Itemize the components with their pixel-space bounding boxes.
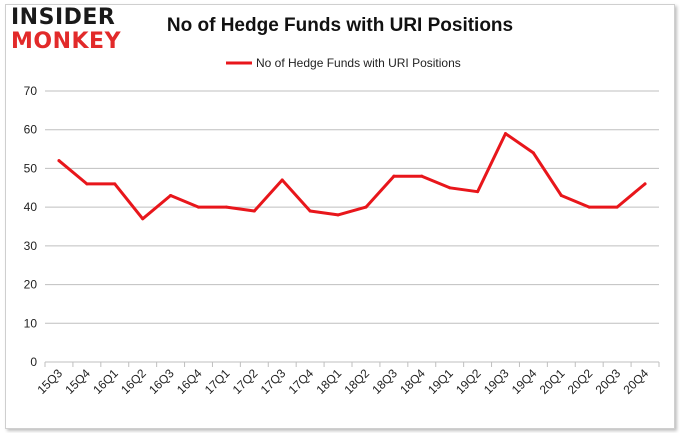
data-point xyxy=(420,174,424,178)
y-tick-label: 30 xyxy=(24,239,38,253)
data-point xyxy=(643,182,647,186)
data-point xyxy=(113,182,117,186)
x-tick-label: 16Q3 xyxy=(146,366,177,397)
y-axis: 0 10 20 30 40 50 60 70 xyxy=(24,84,38,369)
y-tick-label: 10 xyxy=(24,316,38,330)
data-point xyxy=(224,205,228,209)
x-tick-label: 15Q3 xyxy=(34,366,65,397)
x-tick-label: 18Q2 xyxy=(341,366,372,397)
data-point xyxy=(85,182,89,186)
x-tick-label: 17Q1 xyxy=(202,366,233,397)
y-tick-label: 60 xyxy=(24,123,38,137)
chart-frame xyxy=(5,4,675,429)
x-tick-label: 20Q3 xyxy=(593,366,624,397)
x-tick-label: 16Q1 xyxy=(90,366,121,397)
series-group xyxy=(57,132,647,221)
y-tick-label: 70 xyxy=(24,84,38,98)
data-point xyxy=(364,205,368,209)
x-tick-label: 19Q2 xyxy=(453,366,484,397)
x-tick-label: 19Q4 xyxy=(509,366,540,397)
data-point xyxy=(476,190,480,194)
x-tick-label: 16Q2 xyxy=(118,366,149,397)
gridlines xyxy=(45,90,659,363)
x-tick-label: 20Q4 xyxy=(621,366,652,397)
series-line xyxy=(57,132,647,221)
data-point xyxy=(392,174,396,178)
x-tick-label: 19Q3 xyxy=(481,366,512,397)
data-point xyxy=(531,151,535,155)
x-tick-label: 15Q4 xyxy=(62,366,93,397)
x-tick-label: 16Q4 xyxy=(174,366,205,397)
data-point xyxy=(559,194,563,198)
y-tick-label: 0 xyxy=(30,355,37,369)
chart-title: No of Hedge Funds with URI Positions xyxy=(166,15,514,36)
x-tick-label: 18Q3 xyxy=(369,366,400,397)
x-tick-label: 18Q4 xyxy=(397,366,428,397)
x-tick-label: 20Q2 xyxy=(565,366,596,397)
logo-text-top: INSIDER xyxy=(11,5,116,30)
legend: No of Hedge Funds with URI Positions xyxy=(226,56,461,70)
legend-label: No of Hedge Funds with URI Positions xyxy=(256,56,461,70)
x-tick-label: 18Q1 xyxy=(314,366,345,397)
data-point xyxy=(252,209,256,213)
x-tick-label: 17Q2 xyxy=(230,366,261,397)
y-tick-label: 40 xyxy=(24,200,38,214)
y-tick-label: 50 xyxy=(24,161,38,175)
x-tick-label: 17Q3 xyxy=(258,366,289,397)
x-tick-label: 19Q1 xyxy=(425,366,456,397)
data-point xyxy=(504,132,507,136)
insider-monkey-logo: INSIDER MONKEY xyxy=(11,7,129,55)
data-point xyxy=(197,205,200,209)
data-point xyxy=(587,205,591,209)
data-point xyxy=(141,217,145,221)
data-point xyxy=(615,205,619,209)
data-point xyxy=(448,186,452,190)
data-point xyxy=(308,209,312,213)
data-point xyxy=(280,178,284,182)
data-point xyxy=(57,159,61,163)
x-tick-label: 17Q4 xyxy=(286,366,317,397)
y-tick-label: 20 xyxy=(24,278,38,292)
data-point xyxy=(336,213,340,217)
data-point xyxy=(169,194,173,198)
x-axis: 15Q315Q416Q116Q216Q316Q417Q117Q217Q317Q4… xyxy=(34,362,660,397)
logo-text-bottom: MONKEY xyxy=(11,29,122,54)
x-tick-label: 20Q1 xyxy=(537,366,568,397)
